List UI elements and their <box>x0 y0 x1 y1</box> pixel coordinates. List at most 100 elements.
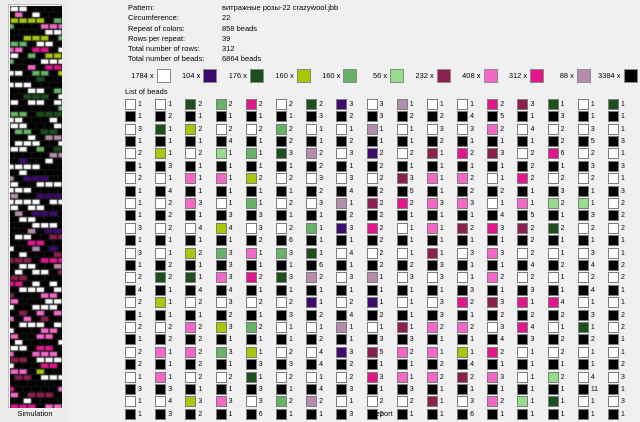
bead-color-swatch <box>426 259 438 271</box>
bead-run-count: 4 <box>530 125 535 133</box>
bead-color-swatch <box>457 284 469 296</box>
bead-run-cell: 2 <box>366 396 397 408</box>
bead-color-swatch <box>396 297 408 309</box>
bead-run-count: 1 <box>198 261 203 269</box>
bead-run-count: 4 <box>590 286 595 294</box>
bead-run-cell: 1 <box>517 383 547 396</box>
bead-run-count: 3 <box>500 373 505 381</box>
bead-color-swatch <box>185 247 197 259</box>
bead-color-swatch <box>366 371 378 383</box>
bead-run-count: 1 <box>439 100 444 108</box>
bead-run-count: 2 <box>621 361 625 369</box>
bead-color-legend: 1784 x 104 x 176 x 160 x 160 x 56 x 232 x 408 x… <box>124 68 638 83</box>
bead-run-cell: 1 <box>366 123 397 135</box>
bead-color-swatch <box>125 185 136 197</box>
bead-run-cell: 3 <box>215 259 246 271</box>
bead-color-swatch <box>366 123 378 135</box>
bead-color-swatch <box>547 98 559 110</box>
bead-color-swatch <box>517 123 529 135</box>
bead-run-cell: 1 <box>577 110 608 123</box>
simulation-view[interactable] <box>8 4 62 408</box>
bead-run-cell: 1 <box>547 160 578 172</box>
bead-run-cell: 1 <box>215 408 246 420</box>
bead-run-count: 3 <box>379 100 384 108</box>
bead-color-swatch <box>517 284 529 296</box>
bead-run-count: 2 <box>288 199 293 207</box>
bead-run-count: 3 <box>138 224 142 232</box>
bead-color-swatch <box>457 235 469 247</box>
bead-run-count: 1 <box>168 175 173 183</box>
bead-run-cell: 3 <box>275 309 306 321</box>
bead-color-swatch <box>275 235 287 247</box>
bead-color-swatch <box>547 222 559 234</box>
bead-run-count: 1 <box>590 398 595 406</box>
bead-run-count: 1 <box>319 373 324 381</box>
bead-run-cell: 5 <box>366 346 397 358</box>
bead-run-cell: 3 <box>396 272 427 284</box>
bead-color-swatch <box>336 259 348 271</box>
bead-run-count: 1 <box>198 113 203 121</box>
bead-color-swatch <box>306 173 318 185</box>
info-value: 858 beads <box>222 23 258 33</box>
bead-run-cell: 3 <box>426 272 457 284</box>
bead-color-swatch <box>366 334 378 346</box>
bead-run-cell: 2 <box>185 408 215 420</box>
bead-run-count: 1 <box>409 125 414 133</box>
bead-color-swatch <box>306 235 318 247</box>
bead-run-cell: 1 <box>608 123 638 135</box>
bead-run-count: 3 <box>379 336 384 344</box>
bead-run-cell: 2 <box>275 297 306 309</box>
bead-color-swatch <box>517 259 529 271</box>
bead-run-count: 2 <box>319 150 324 158</box>
bead-rope-simulation[interactable] <box>10 6 62 408</box>
bead-color-swatch <box>125 210 136 222</box>
bead-run-count: 2 <box>621 199 625 207</box>
bead-color-swatch <box>245 359 257 371</box>
bead-run-cell: 1 <box>608 334 638 346</box>
bead-color-swatch <box>306 247 318 259</box>
bead-color-swatch <box>306 123 318 135</box>
bead-color-swatch <box>457 322 469 334</box>
bead-run-count: 1 <box>439 249 444 257</box>
bead-run-count: 1 <box>288 162 293 170</box>
bead-run-count: 3 <box>138 125 142 133</box>
bead-run-count: 2 <box>560 261 565 269</box>
bead-color-swatch <box>125 371 136 383</box>
bead-run-count: 2 <box>409 398 414 406</box>
bead-run-count: 1 <box>138 162 142 170</box>
bead-run-count: 3 <box>228 324 233 332</box>
bead-color-swatch <box>306 259 318 271</box>
bead-color-swatch <box>608 396 619 408</box>
bead-run-count: 1 <box>168 361 173 369</box>
bead-color-swatch <box>185 222 197 234</box>
bead-run-cell: 1 <box>577 98 608 110</box>
bead-color-swatch <box>275 259 287 271</box>
bead-color-swatch <box>155 111 167 123</box>
bead-run-count: 1 <box>168 373 173 381</box>
bead-run-count: 2 <box>439 373 444 381</box>
bead-run-cell: 3 <box>275 148 306 160</box>
bead-color-swatch <box>366 284 378 296</box>
bead-run-cell: 3 <box>336 98 366 110</box>
bead-color-swatch <box>125 160 136 172</box>
legend-item: 408 x <box>451 68 498 83</box>
bead-color-swatch <box>396 396 408 408</box>
bead-run-cell: 1 <box>396 371 427 383</box>
bead-run-cell: 3 <box>577 123 608 135</box>
bead-color-swatch <box>577 197 589 209</box>
bead-run-count: 2 <box>470 187 474 195</box>
bead-color-swatch <box>457 197 469 209</box>
bead-color-swatch <box>608 384 619 396</box>
bead-run-cell: 2 <box>336 210 366 222</box>
bead-run-count: 4 <box>349 187 354 195</box>
bead-run-count: 2 <box>409 199 414 207</box>
bead-color-swatch <box>155 396 167 408</box>
bead-run-count: 1 <box>168 137 173 145</box>
bead-color-swatch <box>185 148 197 160</box>
bead-run-count: 3 <box>409 175 414 183</box>
bead-color-swatch <box>396 148 408 160</box>
bead-run-count: 1 <box>138 398 142 406</box>
bead-run-cell: 2 <box>577 222 608 234</box>
legend-color-swatch <box>296 68 311 83</box>
bead-color-swatch <box>547 297 559 309</box>
